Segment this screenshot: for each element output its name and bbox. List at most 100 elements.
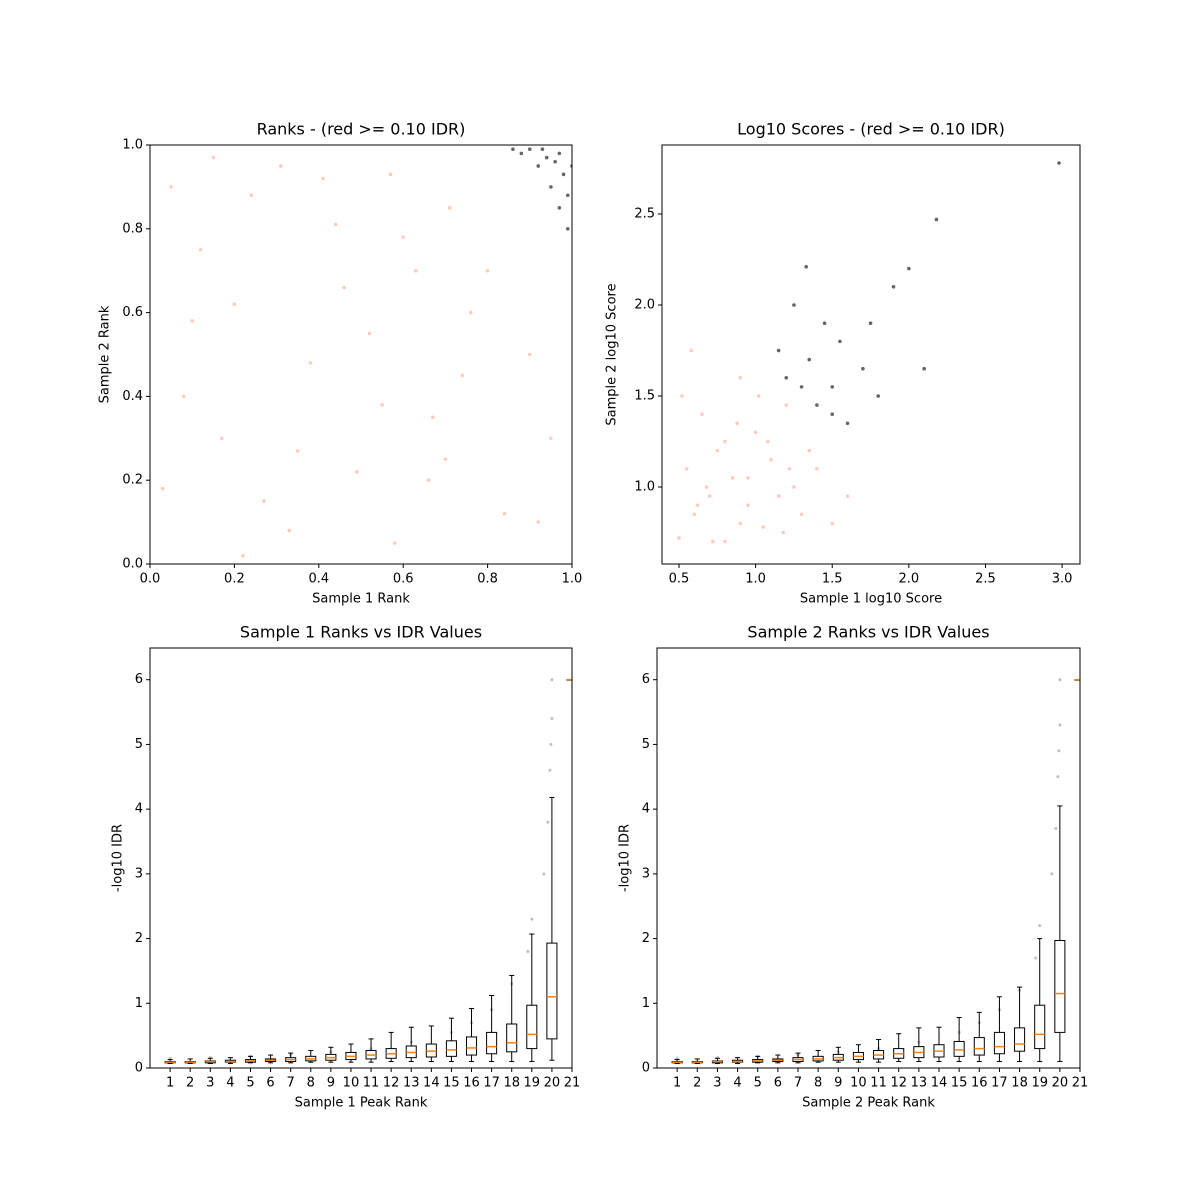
x-tick-label: 4 (226, 1076, 234, 1091)
x-tick-label: 20 (544, 1076, 561, 1091)
x-tick-label: 11 (363, 1076, 380, 1091)
point (715, 448, 720, 453)
point (530, 917, 534, 921)
x-tick-label: 12 (890, 1076, 907, 1091)
point (830, 412, 835, 417)
x-tick-label: 8 (307, 1076, 315, 1091)
x-tick-label: 3 (713, 1076, 721, 1091)
point (468, 310, 473, 315)
point (232, 302, 237, 307)
point (792, 485, 796, 489)
point (746, 503, 750, 508)
point (392, 541, 397, 545)
x-tick-label: 18 (1011, 1076, 1028, 1091)
point (822, 321, 827, 325)
x-tick-label: 1.5 (822, 572, 843, 587)
x-tick-label: 17 (483, 1076, 500, 1091)
point (1050, 872, 1054, 876)
y-tick-label: 5 (642, 737, 650, 752)
point (907, 266, 911, 271)
point (333, 222, 338, 227)
point (738, 521, 743, 526)
x-tick-label: 0.8 (477, 572, 498, 587)
point (354, 470, 359, 474)
point (684, 467, 689, 471)
point (838, 339, 842, 344)
point (190, 319, 194, 323)
y-axis-label: -log10 IDR (111, 824, 126, 892)
point (807, 357, 812, 362)
x-tick-label: 9 (834, 1076, 842, 1091)
y-tick-label: 0.0 (122, 557, 143, 572)
box (1014, 1027, 1026, 1052)
point (753, 430, 758, 435)
y-tick-label: 0.6 (122, 305, 143, 320)
y-tick-label: 2.0 (634, 297, 655, 312)
point (784, 403, 789, 407)
point (544, 155, 549, 160)
axes-frame (149, 647, 573, 1069)
point (211, 155, 216, 160)
point (799, 512, 804, 517)
y-tick-label: 1.5 (634, 388, 655, 403)
point (553, 159, 557, 164)
x-tick-label: 1 (166, 1076, 174, 1091)
point (380, 402, 384, 407)
box (953, 1040, 965, 1057)
point (549, 436, 553, 441)
y-tick-label: 1 (642, 996, 650, 1011)
x-tick-label: 7 (287, 1076, 295, 1091)
x-tick-label: 21 (564, 1076, 581, 1091)
point (546, 820, 550, 824)
x-tick-label: 5 (754, 1076, 762, 1091)
y-tick-label: 0.4 (122, 389, 143, 404)
axes-frame (149, 144, 573, 565)
point (695, 503, 700, 508)
point (414, 268, 418, 273)
axes-frame (656, 647, 1081, 1069)
box (526, 1004, 538, 1050)
x-tick-label: 3 (206, 1076, 214, 1091)
y-tick-label: 0 (135, 1061, 143, 1076)
point (1054, 827, 1058, 831)
point (430, 415, 435, 420)
point (891, 284, 896, 289)
point (1056, 775, 1060, 779)
point (241, 553, 245, 558)
point (784, 375, 789, 380)
point (536, 164, 541, 168)
y-tick-label: 0.2 (122, 473, 143, 488)
x-axis-label: Sample 1 Rank (312, 592, 410, 607)
x-tick-label: 2.0 (899, 572, 920, 587)
x-tick-label: 9 (327, 1076, 335, 1091)
x-tick-label: 17 (991, 1076, 1008, 1091)
plot-area (677, 161, 1061, 544)
point (830, 385, 835, 389)
chart-title: Sample 1 Ranks vs IDR Values (240, 623, 482, 642)
point (845, 494, 850, 498)
point (511, 147, 515, 151)
point (1034, 956, 1038, 960)
point (738, 375, 743, 380)
point (388, 172, 393, 177)
point (528, 147, 532, 151)
chart-title: Sample 2 Ranks vs IDR Values (747, 623, 989, 642)
y-axis-label: -log10 IDR (618, 824, 633, 892)
point (704, 485, 709, 489)
point (761, 525, 766, 529)
y-tick-label: 4 (642, 802, 650, 817)
point (787, 467, 792, 471)
y-tick-label: 0.8 (122, 221, 143, 236)
box (466, 1036, 478, 1056)
point (1057, 161, 1061, 165)
point (730, 476, 735, 480)
point (781, 530, 786, 535)
plot-area (160, 147, 572, 558)
y-tick-label: 3 (135, 866, 143, 881)
y-axis-label: Sample 2 Rank (98, 305, 113, 403)
box (546, 942, 558, 1040)
x-axis-label: Sample 1 Peak Rank (295, 1096, 428, 1111)
y-tick-label: 4 (135, 802, 143, 817)
x-tick-label: 6 (266, 1076, 274, 1091)
